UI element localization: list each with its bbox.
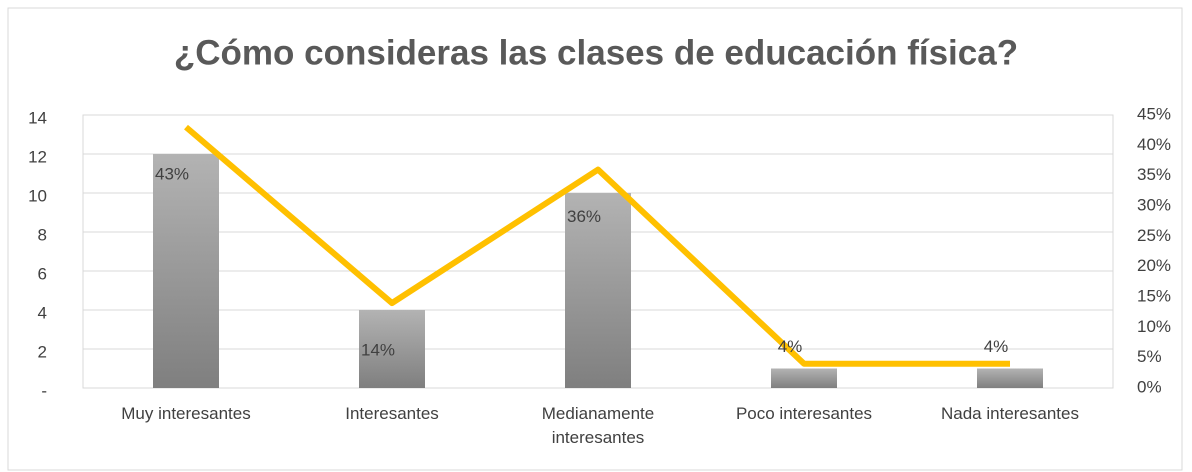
y2-tick-label: 45% [1137,104,1171,123]
y2-tick-label: 35% [1137,165,1171,184]
y-tick-label: 2 [38,342,47,361]
data-label: 36% [567,207,601,226]
bar [153,154,219,388]
y2-tick-label: 30% [1137,195,1171,214]
y-tick-label: 8 [38,225,47,244]
bar [565,193,631,388]
data-label: 4% [778,337,803,356]
y2-tick-label: 40% [1137,135,1171,154]
data-label: 14% [361,341,395,360]
x-tick-label: Poco interesantes [735,404,873,423]
x-tick-label: Nada interesantes [941,404,1079,423]
bar [359,310,425,388]
data-label: 43% [155,165,189,184]
y2-tick-label: 25% [1137,226,1171,245]
x-tick-label: Medianamente interesantes [541,404,655,447]
x-tick-label: Interesantes [345,404,439,423]
chart-title: ¿Cómo consideras las clases de educación… [174,33,1018,72]
y-tick-label: 6 [38,264,47,283]
bar [771,368,837,388]
y2-tick-label: 15% [1137,286,1171,305]
y2-tick-label: 5% [1137,347,1162,366]
y-tick-label: 4 [38,303,47,322]
y2-tick-label: 10% [1137,317,1171,336]
y-tick-label: 14 [28,108,47,127]
y-tick-label: 12 [28,147,47,166]
y-tick-label: - [41,381,47,400]
data-label: 4% [984,337,1009,356]
x-tick-label: Muy interesantes [121,404,251,423]
line-series [184,124,1010,367]
y2-tick-label: 0% [1137,377,1162,396]
y2-tick-label: 20% [1137,256,1171,275]
bar [977,368,1043,388]
y-tick-label: 10 [28,186,47,205]
